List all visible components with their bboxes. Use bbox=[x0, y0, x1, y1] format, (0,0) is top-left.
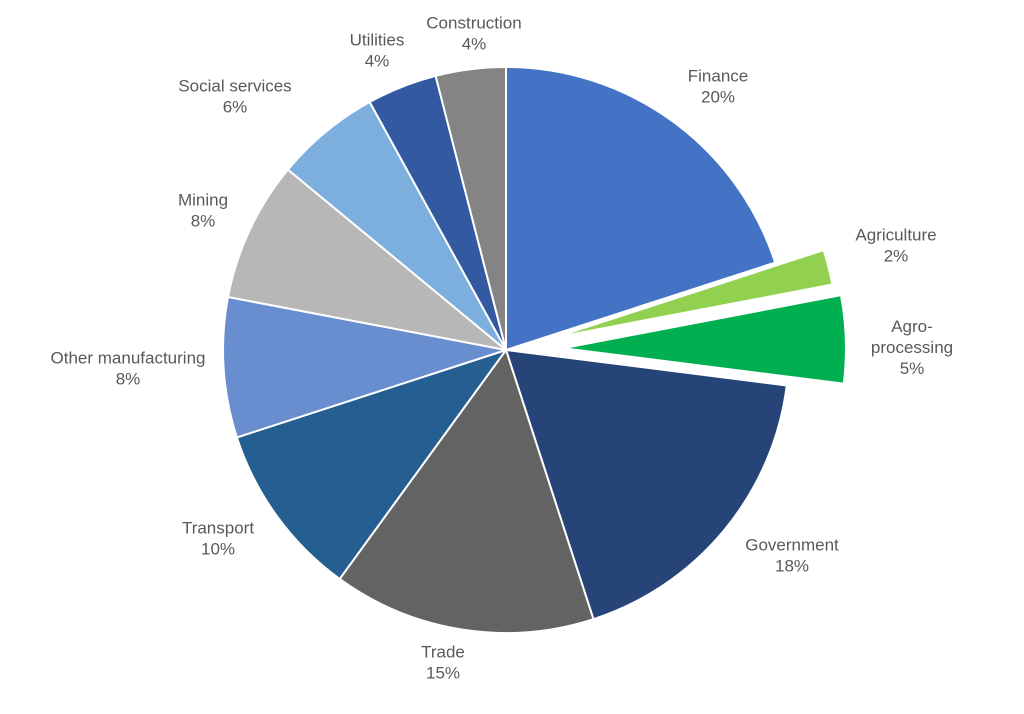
data-label: Trade 15% bbox=[421, 643, 465, 683]
data-label: Social services 6% bbox=[178, 77, 291, 117]
data-label: Other manufacturing 8% bbox=[51, 349, 206, 389]
pie-slice-agro-processing bbox=[562, 294, 847, 385]
data-label: Agriculture 2% bbox=[855, 226, 936, 266]
pie-slice-mining bbox=[226, 168, 507, 351]
data-label: Finance 20% bbox=[688, 67, 748, 107]
data-label: Mining 8% bbox=[178, 191, 228, 231]
data-label: Construction 4% bbox=[426, 14, 521, 54]
pie-slice-trade bbox=[338, 347, 595, 634]
data-label: Agro-processing 5% bbox=[871, 317, 953, 378]
pie-slice-construction bbox=[434, 65, 507, 351]
pie-slice-government bbox=[504, 348, 788, 621]
data-label: Government 18% bbox=[745, 536, 839, 576]
pie-slice-agriculture bbox=[554, 248, 834, 339]
data-label: Transport 10% bbox=[182, 519, 254, 559]
pie-slice-other-manufacturing bbox=[222, 295, 507, 439]
pie-slice-transport bbox=[235, 348, 509, 581]
data-label: Utilities 4% bbox=[350, 31, 405, 71]
pie-slice-finance bbox=[505, 65, 777, 352]
